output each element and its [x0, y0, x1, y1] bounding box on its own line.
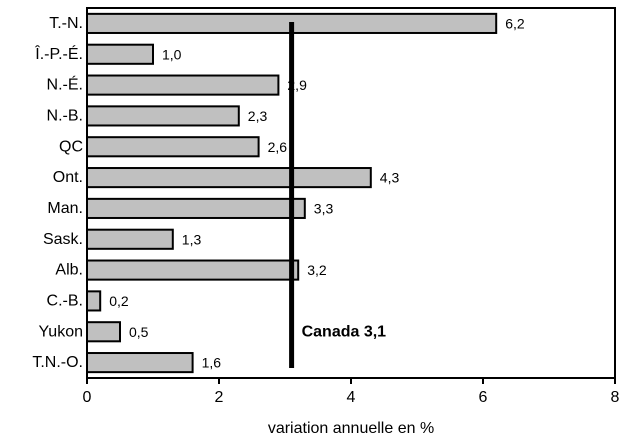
value-label-sask: 1,3	[182, 231, 202, 247]
bar-man	[86, 197, 306, 219]
canada-reference-label: Canada 3,1	[302, 323, 387, 340]
value-label-c-b: 0,2	[109, 293, 129, 309]
value-label-n-e: 2,9	[287, 77, 307, 93]
value-label-ont: 4,3	[380, 170, 400, 186]
bar-c-b	[86, 290, 102, 312]
bar-yukon	[86, 321, 121, 343]
bar-alb	[86, 259, 300, 281]
category-label-ont: Ont.	[53, 169, 83, 186]
x-tick-label-0: 0	[83, 389, 92, 406]
category-label-i-p-e: Î.-P.-É.	[34, 44, 83, 63]
value-label-t-n-o: 1,6	[202, 355, 222, 371]
x-tick-label-2: 2	[215, 389, 224, 406]
category-label-qc: QC	[59, 138, 83, 155]
category-labels: T.-N. Î.-P.-É. N.-É. N.-B. QC Ont. Man. Sask. Al…	[32, 15, 83, 371]
bar-qc	[86, 136, 260, 158]
value-label-alb: 3,2	[307, 262, 327, 278]
category-label-t-n-o: T.N.-O.	[32, 354, 83, 371]
value-label-t-n: 6,2	[505, 15, 525, 31]
x-axis-ticks: 0 2 4 6 8	[83, 378, 620, 406]
category-label-alb: Alb.	[55, 262, 83, 279]
bar-i-p-e	[86, 43, 154, 65]
x-tick-label-8: 8	[611, 389, 620, 406]
bar-ont	[86, 167, 372, 189]
category-label-yukon: Yukon	[39, 323, 83, 340]
reference-line-group: Canada 3,1	[289, 22, 387, 368]
value-label-yukon: 0,5	[129, 324, 149, 340]
value-label-man: 3,3	[314, 200, 334, 216]
value-label-n-b: 2,3	[248, 108, 268, 124]
bar-n-e	[86, 74, 280, 96]
x-tick-label-4: 4	[347, 389, 356, 406]
category-label-man: Man.	[47, 200, 83, 217]
category-label-t-n: T.-N.	[49, 15, 83, 32]
x-axis-title: variation annuelle en %	[268, 420, 434, 437]
category-label-n-e: N.-É.	[47, 75, 83, 94]
value-labels: 6,2 1,0 2,9 2,32,6 4,3 3,3 1,3 3,2 0,20,5 1,6	[109, 15, 525, 370]
value-label-i-p-e: 1,0	[162, 46, 182, 62]
x-tick-label-6: 6	[479, 389, 488, 406]
category-label-n-b: N.-B.	[47, 107, 83, 124]
value-label-qc: 2,6	[268, 139, 288, 155]
bar-t-n-o	[86, 352, 194, 374]
bar-sask	[86, 228, 174, 250]
category-label-c-b: C.-B.	[47, 292, 83, 309]
category-label-sask: Sask.	[43, 231, 83, 248]
bar-n-b	[86, 105, 240, 127]
